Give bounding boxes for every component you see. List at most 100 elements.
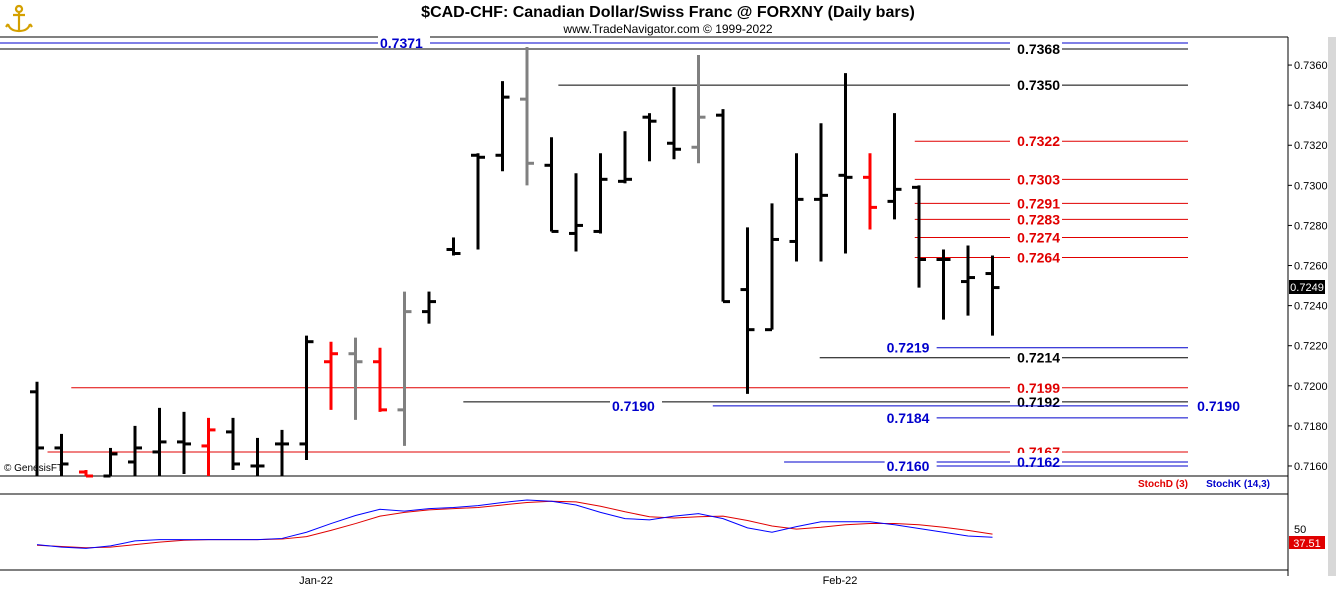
- level-label-bg: [884, 338, 937, 355]
- level-label-bg: [1010, 348, 1062, 365]
- ohlc-bar: [324, 341, 338, 410]
- stoch-tick-50: 50: [1294, 524, 1306, 536]
- y-tick-label: 0.7320: [1294, 140, 1328, 152]
- level-label: 0.7199: [1017, 380, 1060, 396]
- y-tick-label: 0.7240: [1294, 301, 1328, 313]
- level-label-bg: [1010, 132, 1062, 149]
- level-label-bg: [1190, 396, 1242, 413]
- ohlc-bar: [544, 137, 559, 233]
- y-tick-label: 0.7220: [1294, 341, 1328, 353]
- stochastic-lines: [36, 499, 993, 549]
- ohlc-bar: [838, 73, 853, 254]
- y-tick-label: 0.7360: [1294, 60, 1328, 72]
- ohlc-bar: [814, 123, 828, 262]
- ohlc-bar: [152, 407, 167, 476]
- watermark: © GenesisFT: [4, 463, 63, 474]
- ohlc-bar: [667, 87, 681, 160]
- ohlc-bar: [887, 113, 902, 220]
- level-label-bg: [1010, 392, 1062, 409]
- ohlc-bar: [79, 469, 93, 478]
- x-axis: Jan-22 Feb-22: [299, 575, 857, 587]
- support-resistance-levels: 0.7371 0.73680.73500.73220.73030.72910.72…: [0, 34, 1242, 474]
- ohlc-bar: [226, 417, 240, 470]
- level-label: 0.7283: [1017, 211, 1060, 227]
- stoch-d-label: StochD (3): [1138, 479, 1188, 490]
- y-tick-label: 0.7160: [1294, 461, 1328, 473]
- level-label-bg: [884, 456, 937, 473]
- x-label-feb: Feb-22: [823, 575, 858, 587]
- level-label: 0.7214: [1017, 350, 1060, 366]
- level-label: 0.7190: [612, 398, 655, 414]
- level-label: 0.7371: [380, 35, 423, 51]
- y-tick-label: 0.7280: [1294, 220, 1328, 232]
- ohlc-bar: [691, 55, 706, 164]
- level-label: 0.7322: [1017, 133, 1060, 149]
- ohlc-bar: [520, 47, 534, 186]
- level-label-bg: [1010, 228, 1062, 245]
- ohlc-bar: [593, 153, 608, 234]
- ohlc-bar: [30, 381, 44, 476]
- level-label: 0.7162: [1017, 454, 1060, 470]
- y-tick-label: 0.7260: [1294, 261, 1328, 273]
- ohlc-bar: [471, 153, 485, 250]
- last-price-label: 0.7249: [1290, 282, 1324, 294]
- price-panel: 0.7160 0.7180 0.7200 0.7220 0.7240 0.7260 0.72…: [0, 34, 1336, 576]
- chart-title: $CAD-CHF: Canadian Dollar/Swiss Franc @ …: [421, 4, 915, 21]
- ohlc-bar: [54, 433, 69, 476]
- level-label: 0.7368: [1017, 41, 1060, 57]
- ohlc-bar: [348, 337, 363, 420]
- ohlc-bar: [936, 249, 951, 320]
- level-label-bg: [1010, 452, 1062, 469]
- level-label-bg: [1010, 194, 1062, 211]
- ohlc-bar: [618, 131, 632, 184]
- chart-subtitle: www.TradeNavigator.com © 1999-2022: [562, 22, 772, 36]
- ohlc-bar: [397, 291, 412, 446]
- level-label-bg: [1010, 210, 1062, 227]
- level-label: 0.7274: [1017, 229, 1060, 245]
- stoch-k-label: StochK (14,3): [1206, 479, 1270, 490]
- ohlc-bar: [103, 447, 118, 478]
- ohlc-bar: [569, 173, 583, 252]
- level-label: 0.7303: [1017, 171, 1060, 187]
- level-label: 0.7160: [887, 458, 930, 474]
- level-label-bg: [610, 396, 662, 413]
- ohlc-bar: [642, 113, 657, 162]
- stoch-k-line: [36, 499, 993, 549]
- ohlc-bar: [373, 347, 387, 412]
- stochastic-panel: StochD (3) StochK (14,3) 50 37.51: [0, 479, 1325, 571]
- ohlc-bar: [422, 291, 436, 324]
- level-label: 0.7350: [1017, 77, 1060, 93]
- ohlc-bar: [765, 203, 779, 332]
- ohlc-bar: [789, 153, 804, 262]
- level-label: 0.7219: [887, 340, 930, 356]
- ohlc-bar: [128, 425, 142, 476]
- level-label-bg: [1010, 248, 1062, 265]
- level-label-bg: [1010, 40, 1062, 57]
- level-label-bg: [378, 34, 430, 51]
- anchor-icon: [5, 4, 33, 33]
- ohlc-bar: [201, 417, 216, 476]
- ohlc-bar: [275, 429, 289, 476]
- x-label-jan: Jan-22: [299, 575, 333, 587]
- ohlc-bar: [250, 437, 265, 476]
- ohlc-bar: [299, 335, 314, 460]
- y-tick-label: 0.7300: [1294, 180, 1328, 192]
- logo: [4, 4, 34, 34]
- ohlc-bar: [716, 109, 730, 304]
- level-label: 0.7192: [1017, 394, 1060, 410]
- ohlc-bar: [446, 237, 461, 256]
- level-label: 0.7184: [887, 410, 930, 426]
- level-label-bg: [1010, 170, 1062, 187]
- ohlc-bar: [495, 81, 510, 172]
- level-label-bg: [1010, 378, 1062, 395]
- ohlc-bar: [177, 411, 191, 474]
- y-tick-label: 0.7180: [1294, 421, 1328, 433]
- y-tick-label: 0.7340: [1294, 100, 1328, 112]
- y-tick-label: 0.7200: [1294, 381, 1328, 393]
- level-label: 0.7291: [1017, 195, 1060, 211]
- level-label: 0.7190: [1197, 398, 1240, 414]
- ohlc-bar: [863, 153, 877, 230]
- stoch-last-value: 37.51: [1293, 538, 1321, 550]
- level-label-bg: [884, 408, 937, 425]
